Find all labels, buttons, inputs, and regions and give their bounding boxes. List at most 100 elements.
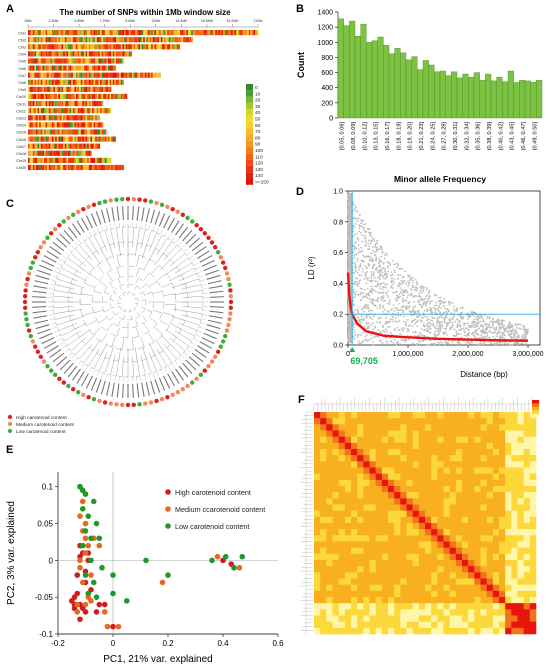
tip-marker (25, 322, 30, 328)
tree-branch (174, 330, 193, 342)
snp-window-cell (32, 164, 35, 171)
heatmap-cell (529, 442, 537, 450)
heatmap-cell (523, 529, 531, 536)
tree-branch (201, 314, 207, 316)
heatmap-cell (511, 418, 518, 425)
snp-window-cell (106, 58, 109, 64)
snp-window-cell (96, 72, 99, 78)
snp-window-cell (111, 30, 113, 36)
ld-point (478, 317, 481, 319)
heatmap-cell (437, 492, 444, 499)
pca-point (79, 506, 86, 512)
snp-window-cell (44, 30, 46, 36)
heatmap-cell (529, 418, 537, 425)
snp-window-cell (76, 37, 78, 43)
ld-point (499, 327, 502, 330)
snp-window-cell (156, 37, 158, 43)
snp-window-cell (79, 37, 81, 43)
ld-point (403, 289, 406, 292)
heatmap-cell (369, 467, 376, 474)
tree-arc (95, 369, 100, 372)
tree-branch (136, 267, 140, 277)
snp-window-cell (45, 129, 48, 135)
chromosome-label: Chr13 (16, 117, 26, 121)
ld-point (401, 328, 403, 331)
tip-label-mark (37, 269, 51, 276)
heatmap-cell (388, 449, 395, 456)
snp-window-cell (45, 108, 48, 114)
histogram-bar (349, 20, 356, 119)
heatmap-cell (449, 449, 457, 456)
snp-window-cell (96, 58, 99, 64)
tree-arc (85, 363, 89, 367)
heatmap-cell (357, 436, 364, 444)
tip-label-mark (188, 237, 200, 248)
snp-window-cell (170, 30, 173, 36)
tip-marker (91, 397, 97, 402)
snp-window-cell (128, 72, 131, 78)
snp-window-cell (79, 122, 81, 128)
snp-window-cell (36, 143, 38, 149)
tree-branch (116, 327, 120, 337)
heatmap-cell (338, 498, 346, 505)
heatmap-cell (511, 529, 518, 536)
ld-point (405, 321, 408, 324)
tree-arc (141, 320, 147, 325)
tip-marker (202, 231, 208, 236)
tip-label-mark (39, 332, 53, 340)
snp-window-cell (74, 51, 77, 57)
ld-point-band (348, 193, 352, 343)
snp-window-cell (44, 44, 46, 50)
ld-point (353, 242, 356, 244)
ld-point (479, 342, 481, 345)
x-tick-label: (0.40, 0.42] (498, 122, 504, 151)
snp-window-cell (84, 143, 86, 149)
snp-window-cell (61, 30, 64, 36)
snp-window-cell (184, 30, 187, 36)
tip-label-mark (90, 377, 98, 391)
snp-window-cell (98, 79, 101, 85)
ld-point (512, 328, 515, 331)
ld-point (495, 326, 498, 329)
ld-point (362, 229, 365, 232)
tip-marker (185, 215, 190, 221)
heatmap-cell (449, 529, 457, 536)
snp-window-cell (36, 129, 38, 135)
snp-window-cell (143, 72, 145, 78)
heatmap-cell (406, 473, 413, 481)
snp-window-cell (111, 136, 113, 142)
histogram-bar (490, 80, 497, 119)
snp-window-cell (44, 51, 46, 57)
snp-window-cell (184, 37, 187, 43)
heatmap-cell (338, 523, 346, 530)
snp-window-cell (28, 136, 30, 142)
tree-branch (148, 332, 155, 343)
tree-branch (85, 234, 89, 239)
snp-window-cell (36, 44, 38, 50)
ld-point (375, 248, 378, 251)
tip-label-mark (206, 274, 221, 280)
heatmap-cell (406, 467, 413, 474)
ld-point (493, 326, 496, 329)
snp-window-cell (103, 86, 105, 92)
snp-window-cell (58, 157, 61, 163)
snp-window-cell (84, 164, 86, 171)
snp-window-cell (119, 164, 121, 171)
chromosome-label: Chr10 (16, 95, 26, 99)
tree-arc (167, 237, 171, 241)
ld-point (354, 296, 356, 298)
snp-window-cell (112, 51, 115, 57)
ld-point (402, 311, 404, 314)
snp-window-cell (56, 157, 59, 163)
ld-point (353, 254, 356, 257)
heatmap-cell (314, 442, 321, 450)
y-tick-label: 0.4 (333, 281, 343, 288)
heatmap-cell (499, 424, 506, 431)
ld-point (476, 319, 479, 322)
ld-point (452, 305, 455, 308)
ld-point (357, 248, 360, 250)
snp-window-cell (84, 44, 86, 50)
tip-marker (159, 202, 165, 207)
snp-window-cell (122, 51, 125, 57)
heatmap-cell (406, 498, 413, 505)
